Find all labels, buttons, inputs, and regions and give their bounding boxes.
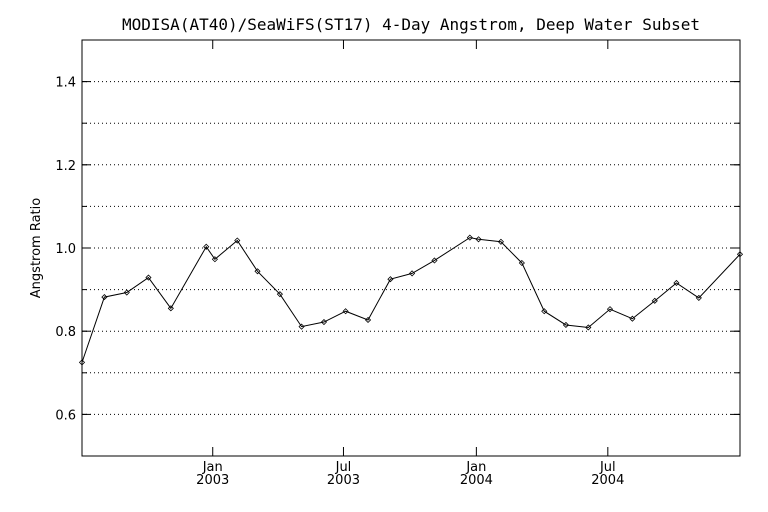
data-point (234, 237, 241, 244)
data-point (466, 234, 473, 241)
data-point (342, 308, 349, 315)
data-point (673, 279, 680, 287)
data-point (211, 256, 218, 263)
data-point (606, 306, 614, 313)
data-point (736, 251, 744, 258)
x-tick-year: 2004 (591, 473, 624, 488)
y-tick-label: 0.6 (55, 408, 76, 423)
data-point (123, 289, 130, 296)
grid-lines (82, 81, 740, 415)
y-axis-label: Angstrom Ratio (29, 198, 44, 298)
axis-ticks (82, 40, 740, 456)
y-tick-label: 1.0 (55, 242, 76, 257)
data-point (585, 324, 592, 331)
data-point (497, 238, 504, 245)
x-tick-year: 2003 (196, 473, 229, 488)
x-tick-month: Jan (202, 460, 223, 475)
x-tick-year: 2003 (327, 473, 360, 488)
data-point (651, 297, 658, 304)
tick-labels: 0.60.81.01.21.4Jan2003Jul2003Jan2004Jul2… (55, 76, 624, 488)
data-point (145, 274, 152, 281)
x-tick-month: Jan (465, 460, 486, 475)
data-point (541, 308, 548, 315)
x-tick-month: Jul (599, 460, 616, 475)
data-point (387, 276, 394, 283)
data-point (78, 359, 86, 366)
data-point (101, 294, 108, 301)
data-point (167, 305, 174, 312)
y-tick-label: 0.8 (55, 325, 76, 340)
chart-title: MODISA(AT40)/SeaWiFS(ST17) 4-Day Angstro… (122, 15, 700, 34)
data-point (695, 294, 702, 301)
data-point (203, 243, 210, 250)
x-tick-year: 2004 (460, 473, 493, 488)
data-point (364, 316, 372, 324)
series-line (81, 237, 741, 363)
data-point (276, 291, 283, 298)
x-tick-month: Jul (335, 460, 352, 475)
data-point (518, 259, 525, 267)
data-point (562, 321, 569, 329)
data-series (78, 234, 744, 366)
data-point (629, 315, 636, 322)
plot-frame (81, 39, 741, 457)
data-point (409, 270, 416, 277)
data-point (254, 268, 261, 275)
data-point (298, 323, 305, 330)
y-tick-label: 1.4 (55, 76, 76, 91)
data-point (475, 236, 482, 243)
y-tick-label: 1.2 (55, 159, 76, 174)
data-point (431, 257, 438, 264)
data-point (320, 318, 328, 326)
